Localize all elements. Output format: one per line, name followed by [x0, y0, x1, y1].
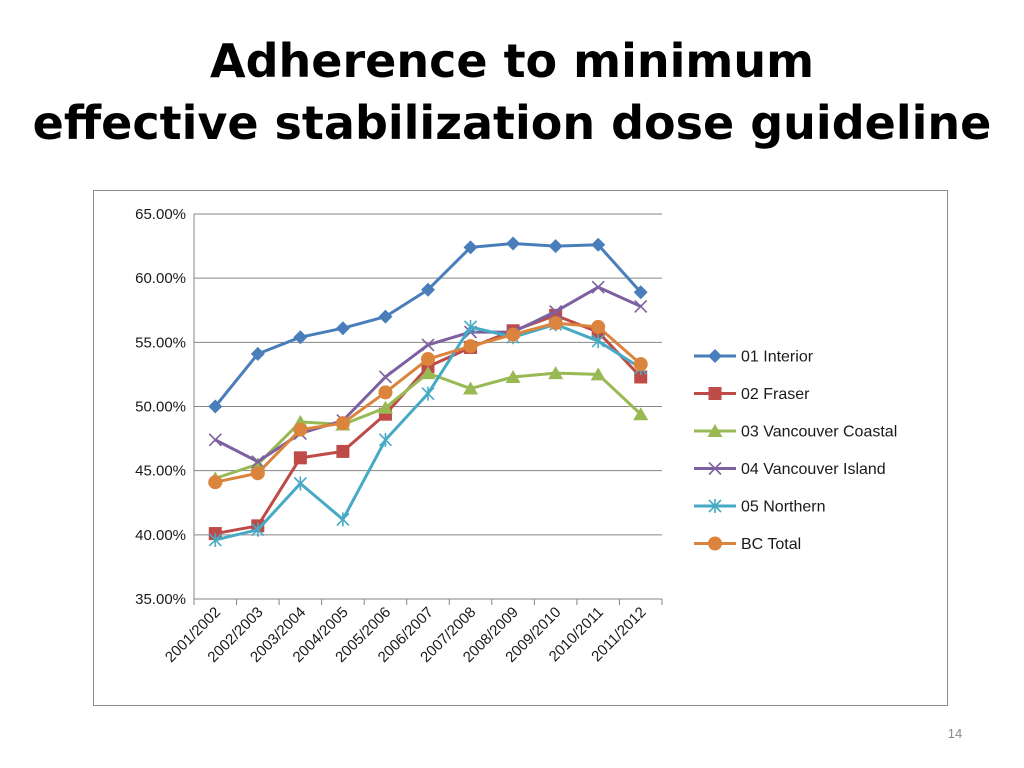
legend-item: 01 Interior	[694, 349, 814, 366]
data-point	[548, 366, 564, 380]
y-tick-label: 45.00%	[135, 463, 186, 480]
legend-item: 03 Vancouver Coastal	[694, 424, 897, 441]
legend-marker	[708, 349, 722, 363]
legend-marker	[708, 461, 722, 476]
data-point	[377, 400, 393, 414]
data-point	[421, 386, 435, 401]
data-point	[548, 316, 563, 331]
data-point	[591, 237, 606, 252]
page-number: 14	[947, 726, 963, 741]
legend-marker	[708, 536, 722, 551]
marker-stroke	[421, 338, 435, 352]
legend-label: 01 Interior	[741, 349, 814, 366]
data-point	[293, 422, 308, 437]
data-point	[463, 381, 479, 395]
data-point	[336, 444, 350, 458]
legend-label: 05 Northern	[741, 499, 826, 516]
legend-label: 02 Fraser	[741, 386, 810, 403]
y-tick-label: 60.00%	[135, 270, 186, 287]
data-point	[378, 432, 393, 447]
data-point	[591, 319, 606, 334]
slide-title-line-2: effective stabilization dose guideline	[32, 96, 992, 150]
data-point	[208, 475, 223, 490]
data-point	[250, 346, 265, 361]
legend-item: BC Total	[694, 536, 801, 553]
data-point	[208, 532, 222, 547]
slide-title: Adherence to minimum effective stabiliza…	[0, 30, 1024, 154]
data-point	[634, 299, 648, 313]
data-point	[591, 280, 605, 294]
data-point	[251, 522, 265, 537]
legend-item: 02 Fraser	[694, 386, 810, 403]
marker-stroke	[634, 299, 648, 313]
data-point	[421, 338, 435, 352]
marker-stroke	[591, 280, 605, 294]
legend-marker	[708, 387, 722, 400]
data-point	[590, 367, 606, 381]
data-point	[208, 433, 222, 447]
marker-stroke	[251, 455, 265, 469]
data-point	[463, 339, 478, 354]
data-point	[378, 309, 393, 324]
data-point	[463, 240, 478, 255]
data-point	[293, 451, 307, 465]
data-point	[634, 370, 648, 384]
data-point	[633, 285, 648, 300]
line-chart: 35.00% 40.00% 45.00% 50.00% 55.00% 60.00% 65.0…	[135, 206, 897, 666]
marker-stroke	[208, 433, 222, 447]
series-05-northern	[208, 317, 648, 547]
data-point	[420, 366, 436, 380]
data-point	[336, 512, 350, 527]
marker-stroke	[549, 304, 563, 319]
data-point	[633, 357, 648, 372]
legend-label: 04 Vancouver Island	[741, 461, 886, 478]
series-bc-total	[208, 316, 648, 490]
data-point	[463, 319, 478, 334]
legend-item: 04 Vancouver Island	[694, 461, 886, 478]
data-point	[335, 321, 350, 336]
legend-marker	[707, 424, 723, 437]
y-tick-label: 55.00%	[135, 334, 186, 351]
y-tick-label: 50.00%	[135, 399, 186, 416]
data-point	[251, 455, 265, 469]
y-tick-label: 35.00%	[135, 591, 186, 608]
marker-stroke	[378, 370, 393, 384]
slide-title-line-1: Adherence to minimum	[209, 34, 815, 88]
data-point	[505, 369, 521, 383]
data-point	[378, 385, 393, 400]
data-point	[591, 334, 605, 349]
legend: 01 Interior 02 Fraser 03 Vancouver Coastal…	[694, 349, 897, 553]
data-point	[548, 239, 563, 254]
y-tick-label: 40.00%	[135, 527, 186, 544]
data-point	[208, 399, 223, 414]
marker-stroke	[708, 461, 722, 476]
data-point	[421, 352, 435, 367]
legend-label: 03 Vancouver Coastal	[741, 424, 897, 441]
data-point	[506, 327, 521, 342]
legend-marker	[708, 499, 722, 513]
data-point	[506, 236, 521, 251]
data-point	[421, 282, 435, 297]
legend-item: 05 Northern	[694, 499, 826, 516]
data-point	[250, 457, 266, 471]
data-point	[633, 407, 649, 421]
series-line	[215, 313, 642, 536]
legend-label: BC Total	[741, 536, 801, 553]
data-point	[335, 416, 350, 431]
data-point	[293, 330, 308, 345]
data-point	[293, 476, 307, 491]
data-point	[250, 466, 265, 481]
data-point	[378, 370, 393, 384]
y-tick-label: 65.00%	[135, 206, 186, 223]
chart-frame: 35.00% 40.00% 45.00% 50.00% 55.00% 60.00% 65.0…	[93, 190, 948, 706]
series-03-vancouver-coastal	[207, 366, 649, 485]
data-point	[549, 304, 563, 319]
